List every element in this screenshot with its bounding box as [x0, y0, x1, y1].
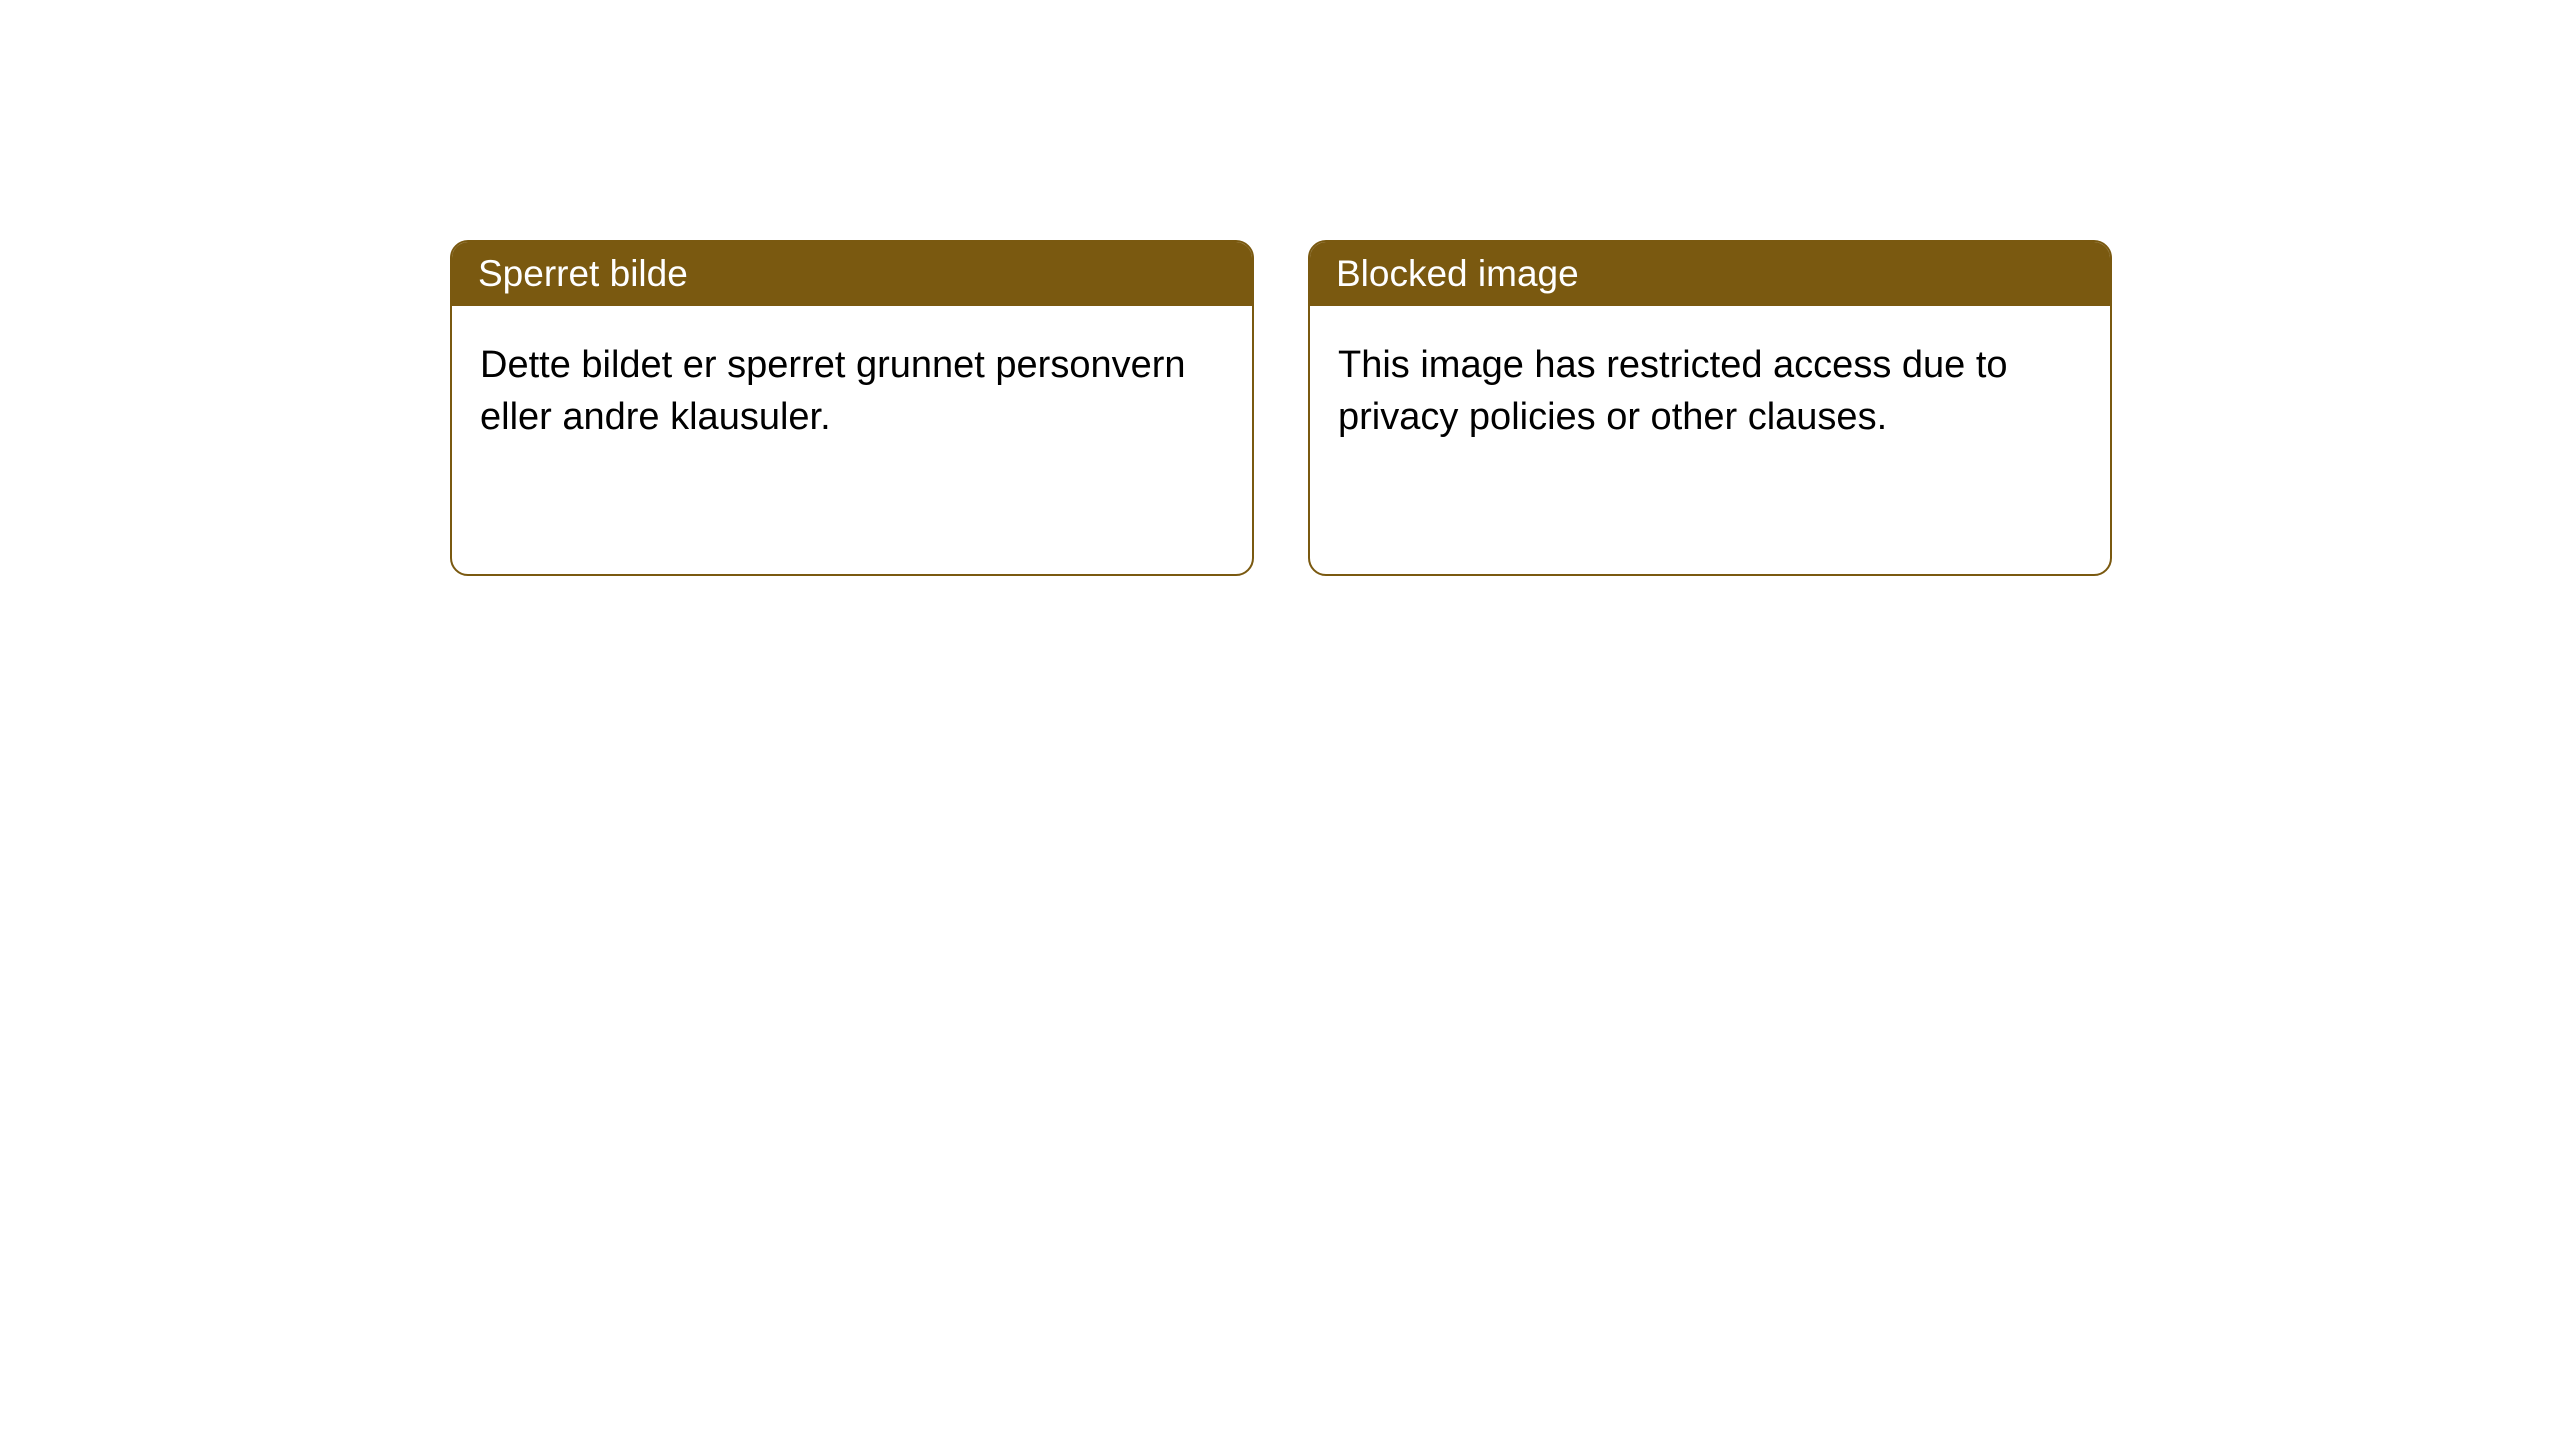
- info-cards-container: Sperret bilde Dette bildet er sperret gr…: [450, 240, 2112, 576]
- card-body: Dette bildet er sperret grunnet personve…: [452, 306, 1252, 477]
- info-card-blocked-en: Blocked image This image has restricted …: [1308, 240, 2112, 576]
- card-header: Blocked image: [1310, 242, 2110, 306]
- card-body: This image has restricted access due to …: [1310, 306, 2110, 477]
- info-card-blocked-no: Sperret bilde Dette bildet er sperret gr…: [450, 240, 1254, 576]
- card-header: Sperret bilde: [452, 242, 1252, 306]
